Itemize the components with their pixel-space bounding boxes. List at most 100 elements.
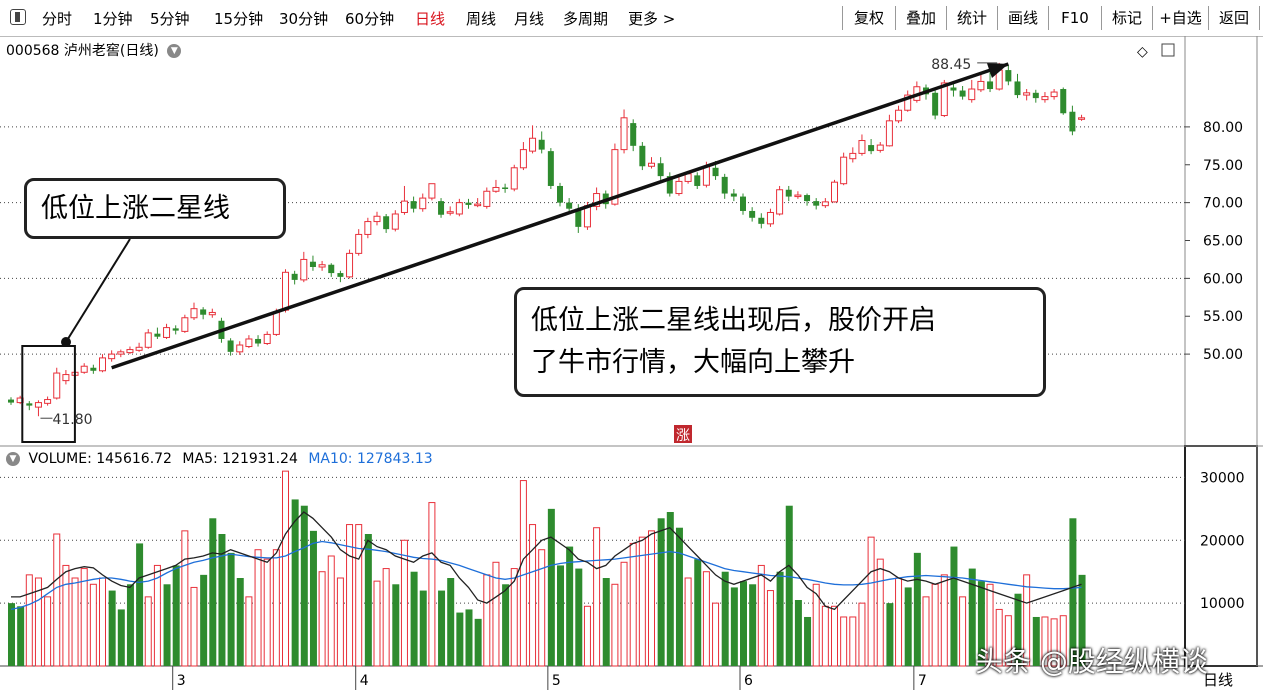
low-label: 41.80	[52, 412, 92, 428]
candle-body	[190, 308, 198, 319]
volume-bar	[529, 524, 537, 667]
candle-body	[483, 190, 491, 207]
volume-bar	[602, 578, 610, 666]
candle-body	[977, 80, 985, 91]
volume-bar	[392, 584, 400, 666]
candle-body	[391, 213, 399, 230]
candle-body	[794, 194, 802, 198]
candle-body	[346, 252, 354, 278]
overlay-button[interactable]: 叠加	[895, 6, 946, 30]
callout-connector	[65, 238, 131, 343]
x-tick-label: 6	[744, 673, 753, 689]
back-button[interactable]: 返回	[1208, 6, 1260, 30]
candle-body	[227, 340, 234, 352]
candle-body	[44, 399, 52, 404]
callout-line-1: 低位上涨二星线出现后，股价开启	[531, 305, 936, 336]
candle-body	[99, 357, 106, 372]
volume-bar	[702, 571, 710, 667]
callout-main-text: 低位上涨二星线出现后，股价开启 了牛市行情，大幅向上攀升	[514, 287, 1046, 397]
watermark: 头条 @股经纵横谈	[975, 645, 1208, 678]
candle-body	[255, 338, 262, 344]
add-watchlist-button[interactable]: +自选	[1152, 6, 1208, 30]
candle-body	[34, 402, 42, 408]
volume-bar	[382, 568, 390, 667]
volume-bar	[913, 552, 921, 666]
period-60min[interactable]: 60分钟	[345, 10, 395, 28]
volume-bar	[272, 549, 280, 667]
volume-bar	[1059, 615, 1067, 667]
candle-body	[721, 176, 728, 194]
volume-bar	[1078, 574, 1086, 666]
candle-body	[1041, 96, 1049, 101]
volume-bar	[318, 571, 326, 667]
candle-body	[236, 344, 244, 353]
volume-bar	[849, 616, 857, 667]
volume-bar	[968, 568, 976, 666]
period-5min[interactable]: 5分钟	[150, 10, 190, 28]
volume-bar	[1004, 615, 1012, 667]
candle-body	[135, 346, 143, 351]
candle-body	[932, 92, 939, 116]
stats-button[interactable]: 统计	[946, 6, 997, 30]
volume-bar	[209, 518, 217, 666]
volume-bar	[190, 586, 198, 667]
mark-button[interactable]: 标记	[1101, 6, 1152, 30]
candle-body	[849, 152, 857, 160]
candle-body	[474, 203, 482, 207]
period-monthly[interactable]: 月线	[514, 10, 545, 28]
candle-body	[648, 162, 655, 167]
volume-bar	[895, 577, 903, 667]
period-1min[interactable]: 1分钟	[93, 10, 133, 28]
period-weekly[interactable]: 周线	[466, 10, 497, 28]
candle-body	[383, 216, 390, 230]
volume-bar	[740, 581, 747, 666]
stock-header: 000568 泸州老窖(日线) ▼	[6, 40, 182, 60]
candle-body	[630, 123, 637, 146]
volume-bar	[940, 574, 948, 667]
volume-bar	[108, 590, 116, 666]
trend-arrow-head	[986, 62, 1009, 79]
price-tick-label: 75.00	[1203, 158, 1243, 174]
volume-bar	[730, 587, 738, 666]
diamond-icon[interactable]: ◇	[1137, 44, 1148, 60]
candle-body	[740, 196, 746, 211]
panel-toggle-icon[interactable]	[1161, 43, 1175, 57]
period-daily[interactable]: 日线	[415, 10, 446, 28]
volume-bar	[163, 584, 171, 666]
volume-bar	[593, 527, 601, 667]
draw-button[interactable]: 画线	[997, 6, 1048, 30]
period-30min[interactable]: 30分钟	[279, 10, 329, 28]
stock-name: 泸州老窖(日线)	[63, 43, 159, 59]
price-tick-label: 60.00	[1203, 271, 1243, 287]
period-15min[interactable]: 15分钟	[214, 10, 264, 28]
volume-bar	[373, 580, 381, 667]
volume-bar	[465, 609, 473, 666]
candle-body	[538, 139, 545, 150]
volume-bar	[776, 571, 784, 666]
candle-body	[300, 258, 308, 281]
volume-bar	[346, 524, 354, 667]
candle-body	[666, 176, 673, 194]
price-tick-label: 65.00	[1203, 234, 1243, 250]
fuquan-button[interactable]: 复权	[842, 6, 895, 30]
f10-button[interactable]: F10	[1048, 6, 1101, 30]
period-fenshi[interactable]: 分时	[42, 10, 73, 28]
dropdown-circle-icon[interactable]: ▼	[167, 44, 182, 58]
window-toggle-icon[interactable]	[10, 9, 26, 25]
more-button[interactable]: 更多 >	[628, 10, 676, 28]
candle-body	[776, 189, 784, 215]
candle-body	[455, 202, 463, 215]
period-multi[interactable]: 多周期	[563, 10, 609, 28]
candle-body	[785, 189, 792, 197]
volume-bar	[447, 578, 455, 666]
candle-body	[657, 163, 664, 177]
volume-bar	[419, 590, 427, 666]
candle-body	[766, 211, 774, 225]
volume-bar	[638, 536, 646, 667]
volume-bar	[336, 577, 344, 667]
toolbar: 分时 1分钟 5分钟 15分钟 30分钟 60分钟 日线 周线 月线 多周期 更…	[0, 0, 1263, 37]
candle-body	[1032, 92, 1039, 99]
candle-body	[566, 202, 573, 209]
candle-body	[611, 149, 619, 205]
volume-dropdown-icon[interactable]: ▼	[6, 452, 20, 466]
